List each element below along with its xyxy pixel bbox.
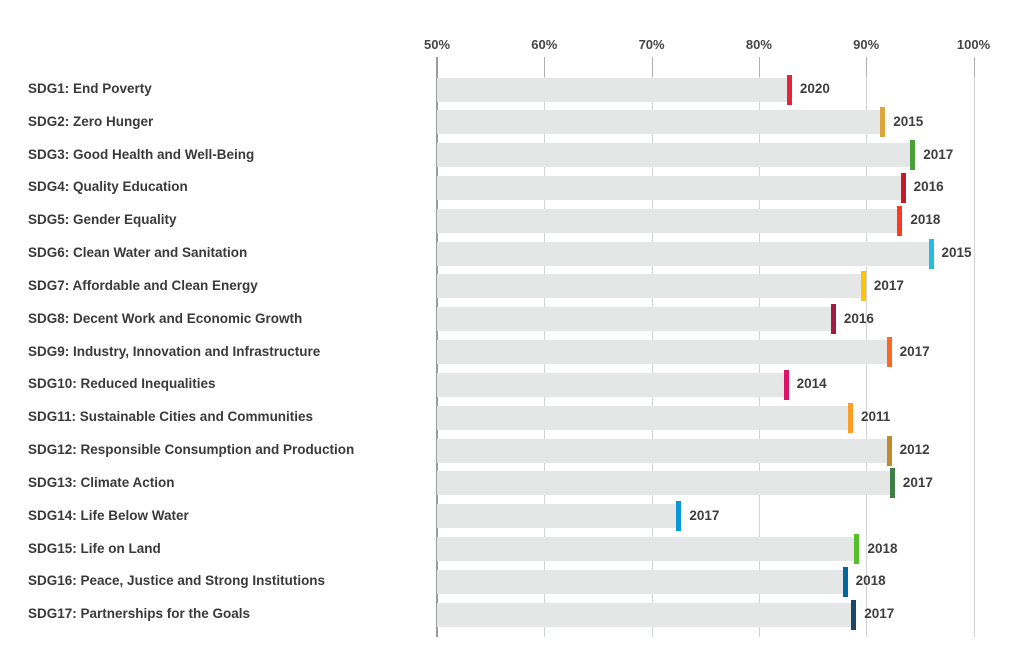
- bar-sdg9: [437, 340, 888, 365]
- year-label-sdg17: 2017: [864, 606, 895, 622]
- bar-sdg4: [437, 175, 902, 200]
- category-label-sdg9: SDG9: Industry, Innovation and Infrastru…: [28, 343, 321, 359]
- bar-sdg2: [437, 110, 882, 135]
- year-label-sdg11: 2011: [861, 409, 891, 425]
- bar-sdg11: [437, 405, 850, 430]
- value-marker-sdg9: [886, 337, 892, 368]
- year-label-sdg3: 2017: [923, 146, 954, 162]
- category-label-sdg2: SDG2: Zero Hunger: [28, 113, 154, 129]
- year-label-sdg6: 2015: [941, 245, 972, 261]
- value-marker-sdg11: [848, 402, 854, 433]
- x-axis-tick-label: 80%: [745, 37, 772, 52]
- value-marker-sdg14: [676, 501, 682, 532]
- bar-sdg14: [437, 504, 678, 529]
- axis-tick-60%: [544, 57, 546, 77]
- bar-sdg15: [437, 537, 856, 562]
- bar-sdg16: [437, 569, 844, 594]
- bar-sdg8: [437, 307, 832, 332]
- category-label-sdg4: SDG4: Quality Education: [28, 179, 188, 195]
- year-label-sdg9: 2017: [899, 343, 930, 359]
- value-marker-sdg6: [928, 238, 934, 269]
- bar-sdg5: [437, 208, 899, 233]
- year-label-sdg10: 2014: [796, 376, 827, 392]
- x-axis-tick-label: 100%: [956, 37, 991, 52]
- value-marker-sdg1: [786, 74, 792, 105]
- value-marker-sdg17: [851, 599, 857, 630]
- category-label-sdg17: SDG17: Partnerships for the Goals: [28, 606, 251, 622]
- bar-sdg17: [437, 602, 853, 627]
- category-label-sdg12: SDG12: Responsible Consumption and Produ…: [28, 442, 355, 458]
- category-label-sdg14: SDG14: Life Below Water: [28, 507, 189, 523]
- value-marker-sdg3: [910, 140, 916, 171]
- year-label-sdg7: 2017: [873, 277, 904, 293]
- year-label-sdg1: 2020: [799, 81, 830, 96]
- bar-sdg7: [437, 274, 862, 299]
- x-axis-tick-label: 70%: [638, 37, 665, 52]
- value-marker-sdg10: [783, 369, 789, 400]
- value-marker-sdg16: [842, 566, 848, 597]
- bar-sdg12: [437, 438, 888, 463]
- year-label-sdg12: 2012: [899, 442, 930, 458]
- x-axis-tick-label: 50%: [423, 37, 451, 52]
- category-label-sdg15: SDG15: Life on Land: [28, 540, 161, 556]
- axis-tick-80%: [758, 57, 760, 77]
- year-label-sdg13: 2017: [902, 474, 933, 490]
- category-label-sdg11: SDG11: Sustainable Cities and Communitie…: [28, 409, 314, 425]
- category-label-sdg16: SDG16: Peace, Justice and Strong Institu…: [28, 573, 326, 589]
- value-marker-sdg12: [886, 435, 892, 466]
- axis-tick-100%: [973, 57, 975, 77]
- year-label-sdg15: 2018: [867, 540, 898, 556]
- category-label-sdg7: SDG7: Affordable and Clean Energy: [28, 277, 258, 293]
- category-label-sdg6: SDG6: Clean Water and Sanitation: [28, 245, 248, 261]
- year-label-sdg2: 2015: [893, 113, 924, 129]
- bar-sdg13: [437, 471, 891, 496]
- value-marker-sdg13: [889, 468, 895, 499]
- axis-tick-70%: [651, 57, 653, 77]
- axis-tick-90%: [866, 57, 868, 77]
- year-label-sdg14: 2017: [689, 507, 720, 523]
- category-label-sdg5: SDG5: Gender Equality: [28, 212, 177, 228]
- bar-sdg1: [437, 77, 788, 102]
- year-label-sdg8: 2016: [843, 310, 874, 326]
- value-marker-sdg2: [880, 107, 886, 138]
- value-marker-sdg5: [897, 205, 903, 236]
- year-label-sdg4: 2016: [913, 179, 944, 195]
- value-marker-sdg4: [900, 172, 906, 203]
- year-label-sdg16: 2018: [855, 573, 886, 589]
- bar-sdg6: [437, 241, 930, 266]
- gridline-100%: [973, 57, 975, 637]
- x-axis-tick-label: 60%: [531, 37, 558, 52]
- value-marker-sdg7: [860, 271, 866, 302]
- bar-sdg10: [437, 372, 785, 397]
- category-label-sdg10: SDG10: Reduced Inequalities: [28, 376, 216, 392]
- category-label-sdg1: SDG1: End Poverty: [28, 81, 152, 96]
- category-label-sdg13: SDG13: Climate Action: [28, 474, 175, 490]
- category-label-sdg8: SDG8: Decent Work and Economic Growth: [28, 310, 303, 326]
- x-axis-tick-label: 90%: [853, 37, 880, 52]
- year-label-sdg5: 2018: [910, 212, 941, 228]
- value-marker-sdg8: [830, 304, 836, 335]
- value-marker-sdg15: [854, 534, 860, 565]
- category-label-sdg3: SDG3: Good Health and Well-Being: [28, 146, 255, 162]
- bar-sdg3: [437, 143, 912, 168]
